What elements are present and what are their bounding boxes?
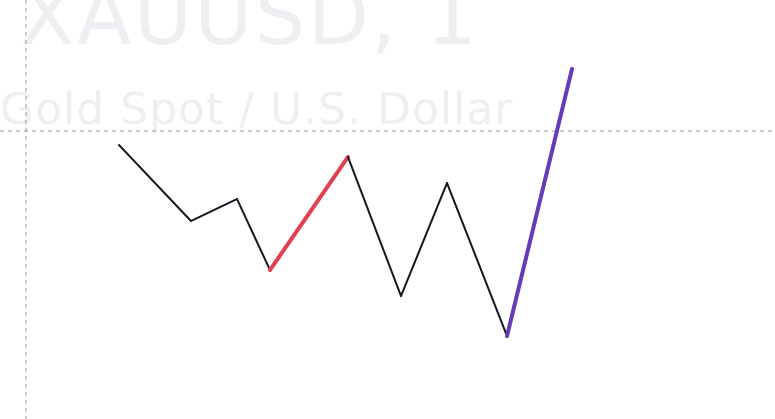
zigzag-leg-7[interactable] bbox=[446, 182, 508, 337]
zigzag-leg-3[interactable] bbox=[236, 198, 271, 271]
zigzag-leg-1[interactable] bbox=[118, 144, 192, 222]
zigzag-leg-4-highlight-red[interactable] bbox=[268, 155, 350, 272]
zigzag-leg-5[interactable] bbox=[347, 156, 402, 297]
zigzag-leg-8-highlight-purple[interactable] bbox=[505, 67, 574, 338]
zigzag-leg-6[interactable] bbox=[400, 182, 448, 297]
zigzag-leg-2[interactable] bbox=[190, 198, 238, 222]
